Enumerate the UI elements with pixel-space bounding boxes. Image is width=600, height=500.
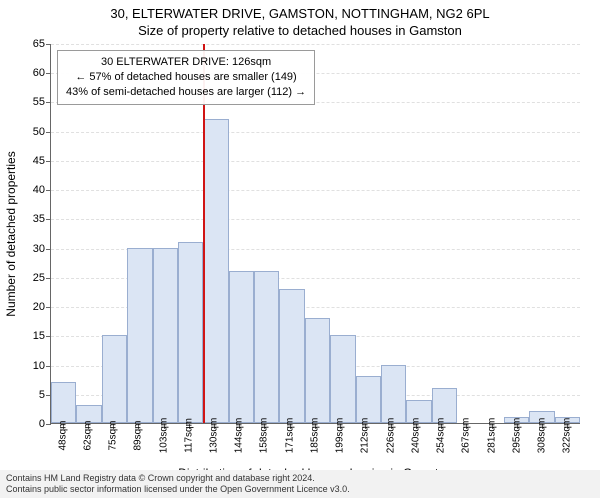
x-tick-label: 226sqm [385, 418, 396, 454]
x-tick-label: 322sqm [562, 418, 573, 454]
x-tick-label: 144sqm [234, 418, 245, 454]
x-tick-label: 212sqm [360, 418, 371, 454]
bar [254, 271, 279, 423]
x-tick-label: 185sqm [309, 418, 320, 454]
y-tick-label: 15 [33, 330, 51, 342]
y-tick-label: 40 [33, 184, 51, 196]
bar [279, 289, 304, 423]
y-tick-label: 45 [33, 155, 51, 167]
x-tick-label: 240sqm [410, 418, 421, 454]
y-tick-label: 25 [33, 272, 51, 284]
y-tick-label: 35 [33, 213, 51, 225]
bar [102, 335, 127, 423]
x-tick-label: 281sqm [486, 418, 497, 454]
footer-attribution: Contains HM Land Registry data © Crown c… [0, 470, 600, 499]
y-tick-label: 65 [33, 38, 51, 50]
bar [229, 271, 254, 423]
bar [153, 248, 178, 423]
page-subtitle: Size of property relative to detached ho… [0, 23, 600, 38]
x-tick-label: 62sqm [82, 420, 93, 450]
y-tick-label: 30 [33, 243, 51, 255]
annotation-line: 43% of semi-detached houses are larger (… [66, 85, 306, 100]
y-tick-label: 50 [33, 126, 51, 138]
bar [305, 318, 330, 423]
bar [330, 335, 355, 423]
plot-area: 30 ELTERWATER DRIVE: 126sqm← 57% of deta… [50, 44, 580, 424]
bar [127, 248, 152, 423]
x-tick-label: 199sqm [335, 418, 346, 454]
y-tick-label: 60 [33, 67, 51, 79]
y-tick-label: 10 [33, 360, 51, 372]
y-tick-label: 5 [39, 389, 51, 401]
bar [356, 376, 381, 423]
x-tick-label: 103sqm [158, 418, 169, 454]
x-tick-label: 267sqm [461, 418, 472, 454]
bar [381, 365, 406, 423]
x-tick-label: 75sqm [108, 420, 119, 450]
y-tick-label: 55 [33, 96, 51, 108]
x-tick-label: 130sqm [209, 418, 220, 454]
bar [203, 119, 228, 423]
x-tick-label: 171sqm [284, 418, 295, 454]
x-tick-label: 89sqm [133, 420, 144, 450]
page-title-address: 30, ELTERWATER DRIVE, GAMSTON, NOTTINGHA… [0, 6, 600, 21]
footer-line-1: Contains HM Land Registry data © Crown c… [6, 473, 594, 484]
x-tick-label: 254sqm [436, 418, 447, 454]
annotation-line: ← 57% of detached houses are smaller (14… [66, 70, 306, 85]
footer-line-2: Contains public sector information licen… [6, 484, 594, 495]
x-tick-label: 295sqm [511, 418, 522, 454]
x-tick-label: 308sqm [537, 418, 548, 454]
annotation-line: 30 ELTERWATER DRIVE: 126sqm [66, 55, 306, 70]
x-tick-label: 117sqm [183, 418, 194, 453]
annotation-box: 30 ELTERWATER DRIVE: 126sqm← 57% of deta… [57, 50, 315, 105]
histogram-chart: 30 ELTERWATER DRIVE: 126sqm← 57% of deta… [50, 44, 580, 424]
x-tick-label: 158sqm [259, 418, 270, 454]
x-tick-label: 48sqm [57, 420, 68, 450]
bar [178, 242, 203, 423]
y-axis-label: Number of detached properties [4, 151, 18, 316]
bar [51, 382, 76, 423]
y-tick-label: 20 [33, 301, 51, 313]
